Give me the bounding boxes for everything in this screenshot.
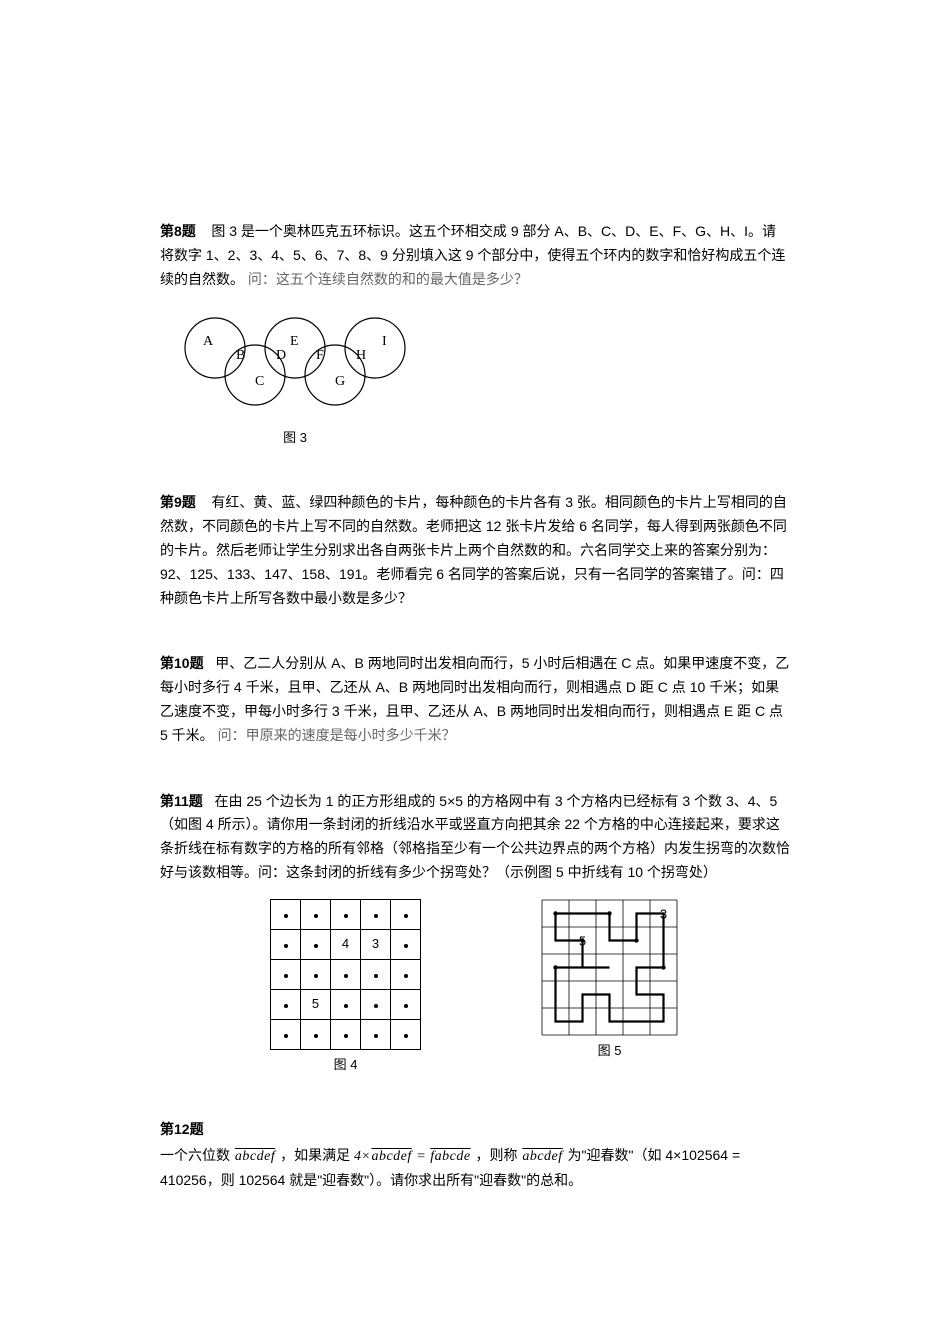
problem-9: 第9题 有红、黄、蓝、绿四种颜色的卡片，每种颜色的卡片各有 3 张。相同颜色的卡… bbox=[160, 491, 790, 610]
svg-text:D: D bbox=[276, 348, 286, 363]
p12-abcdef-1: abcdef bbox=[234, 1149, 276, 1164]
figure-5-caption: 图 5 bbox=[598, 1040, 622, 1062]
figure-3-svg: A BCDE FGH I bbox=[170, 303, 420, 423]
problem-12-body: 一个六位数 abcdef ，如果满足 4×abcdef = fabcde ，则称… bbox=[160, 1144, 790, 1193]
problem-11-title: 第11题 bbox=[160, 793, 203, 809]
svg-text:A: A bbox=[203, 334, 214, 349]
figure-3-caption: 图 3 bbox=[170, 427, 420, 449]
p12-abcdef-2: abcdef bbox=[370, 1149, 412, 1164]
p12-mid1: ，如果满足 bbox=[276, 1147, 354, 1163]
figure-5: 35 图 5 bbox=[541, 899, 678, 1062]
problem-8: 第8题 图 3 是一个奥林匹克五环标识。这五个环相交成 9 部分 A、B、C、D… bbox=[160, 220, 790, 449]
svg-text:C: C bbox=[255, 374, 264, 389]
problem-11: 第11题 在由 25 个边长为 1 的正方形组成的 5×5 的方格网中有 3 个… bbox=[160, 790, 790, 1076]
svg-text:G: G bbox=[335, 374, 345, 389]
problem-12: 第12题 一个六位数 abcdef ，如果满足 4×abcdef = fabcd… bbox=[160, 1118, 790, 1192]
problem-9-text: 有红、黄、蓝、绿四种颜色的卡片，每种颜色的卡片各有 3 张。相同颜色的卡片上写相… bbox=[160, 494, 787, 605]
p12-mid2: ，则称 bbox=[472, 1147, 522, 1163]
p12-four: 4 bbox=[354, 1149, 361, 1164]
problem-8-question: 问：这五个连续自然数的和的最大值是多少？ bbox=[248, 271, 528, 287]
figure-4: 435 图 4 bbox=[270, 899, 421, 1076]
figure-3: A BCDE FGH I 图 3 bbox=[170, 303, 790, 449]
p12-abcdef-3: abcdef bbox=[521, 1149, 563, 1164]
p12-eq: = bbox=[413, 1149, 429, 1164]
problem-9-title: 第9题 bbox=[160, 494, 196, 510]
problem-10: 第10题 甲、乙二人分别从 A、B 两地同时出发相向而行，5 小时后相遇在 C … bbox=[160, 652, 790, 747]
p12-pre: 一个六位数 bbox=[160, 1147, 234, 1163]
problem-10-title: 第10题 bbox=[160, 655, 204, 671]
problem-12-title: 第12题 bbox=[160, 1118, 790, 1142]
svg-text:F: F bbox=[316, 348, 324, 363]
svg-text:H: H bbox=[356, 348, 366, 363]
problem-11-text: 在由 25 个边长为 1 的正方形组成的 5×5 的方格网中有 3 个方格内已经… bbox=[160, 793, 790, 880]
svg-text:B: B bbox=[236, 348, 245, 363]
svg-text:I: I bbox=[382, 334, 387, 349]
figure-4-caption: 图 4 bbox=[334, 1054, 358, 1076]
svg-text:E: E bbox=[290, 334, 299, 349]
figure-4-grid: 435 bbox=[270, 899, 421, 1050]
figure-5-svg: 35 bbox=[541, 899, 678, 1036]
problem-10-question: 问：甲原来的速度是每小时多少千米？ bbox=[218, 727, 456, 743]
p12-fabcde: fabcde bbox=[429, 1149, 471, 1164]
figures-row: 435 图 4 35 图 5 bbox=[270, 899, 790, 1076]
problem-8-title: 第8题 bbox=[160, 223, 196, 239]
